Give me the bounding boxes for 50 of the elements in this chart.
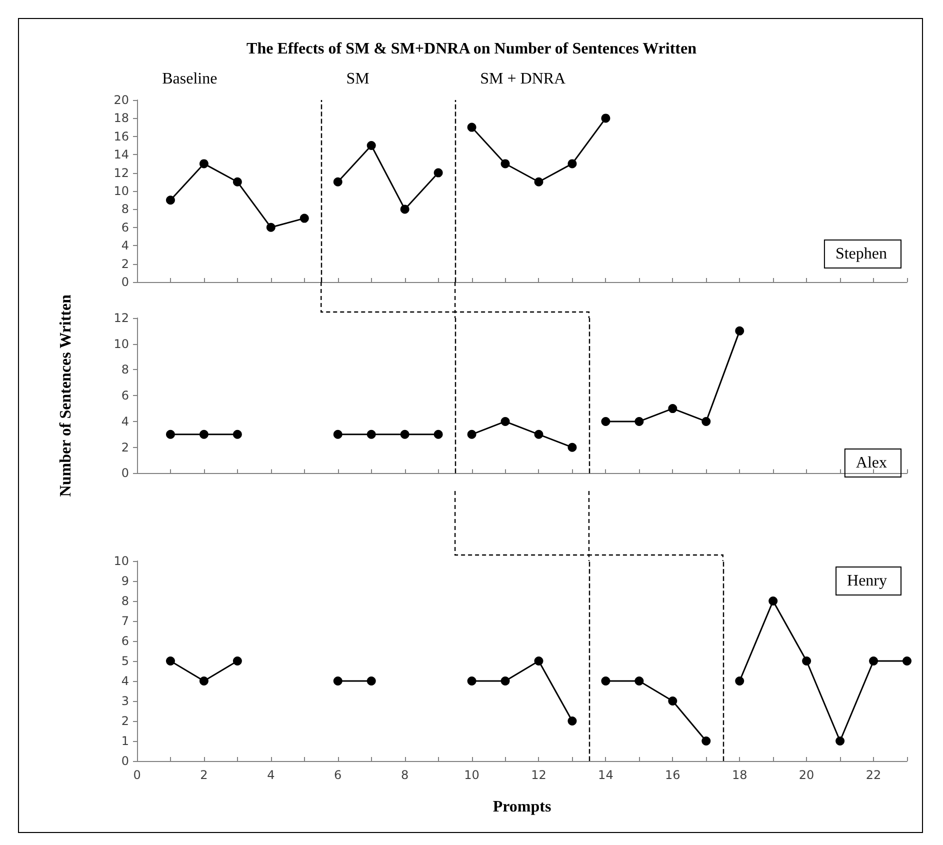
y-tick-label: 6 — [121, 220, 129, 234]
y-tick-label: 8 — [121, 202, 129, 216]
y-tick-label: 2 — [121, 714, 129, 728]
text: Stephen — [835, 246, 887, 262]
y-tick-label: 8 — [121, 362, 129, 377]
y-tick-label: 12 — [114, 311, 129, 325]
x-tick-label: 8 — [401, 768, 409, 782]
y-tick-label: 2 — [121, 440, 129, 454]
x-tick-label: 6 — [334, 768, 342, 782]
y-tick-label: 9 — [121, 574, 129, 588]
y-tick-label: 4 — [121, 674, 129, 688]
y-tick-label: 8 — [121, 594, 129, 608]
y-tick-label: 0 — [121, 466, 129, 480]
y-tick-label: 10 — [114, 184, 129, 198]
y-tick-label: 12 — [114, 166, 129, 180]
y-tick-label: 6 — [121, 388, 129, 403]
text: SM — [346, 70, 370, 88]
x-tick-label: 14 — [598, 768, 614, 782]
y-tick-label: 5 — [121, 654, 129, 668]
y-tick-label: 20 — [114, 93, 129, 107]
x-tick-label: 22 — [866, 768, 882, 782]
y-tick-label: 10 — [114, 554, 129, 568]
y-axis-title: Number of Sentences Written — [58, 294, 74, 497]
text: SM + DNRA — [480, 70, 566, 88]
y-tick-label: 10 — [114, 336, 129, 351]
y-tick-label: 2 — [121, 256, 129, 271]
y-tick-label: 0 — [121, 275, 129, 289]
y-tick-label: 14 — [114, 148, 129, 162]
x-tick-label: 0 — [133, 768, 141, 782]
x-tick-label: 2 — [200, 768, 208, 782]
text: Alex — [856, 454, 888, 472]
y-tick-label: 6 — [121, 634, 129, 648]
y-tick-label: 4 — [121, 414, 129, 428]
x-tick-label: 4 — [267, 768, 275, 782]
text: Baseline — [162, 70, 218, 88]
y-tick-label: 3 — [121, 694, 129, 708]
y-tick-label: 1 — [121, 734, 129, 748]
y-tick-label: 18 — [114, 111, 129, 126]
x-tick-label: 12 — [531, 768, 546, 782]
y-tick-label: 7 — [121, 614, 129, 628]
chart-title: The Effects of SM & SM+DNRA on Number of Sentences Written — [246, 40, 697, 58]
y-tick-label: 4 — [121, 238, 129, 253]
x-axis-title: Prompts — [492, 798, 552, 816]
x-tick-label: 16 — [665, 768, 680, 782]
y-tick-label: 0 — [121, 754, 129, 768]
x-tick-label: 20 — [798, 768, 814, 782]
text: Henry — [847, 572, 887, 590]
x-tick-label: 18 — [732, 768, 748, 782]
y-tick-label: 16 — [114, 129, 129, 144]
x-tick-label: 10 — [464, 768, 480, 782]
